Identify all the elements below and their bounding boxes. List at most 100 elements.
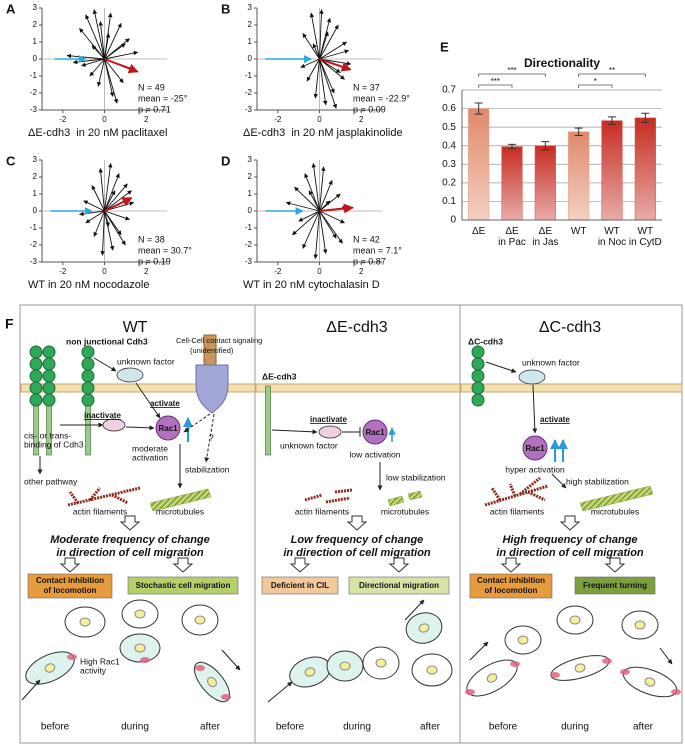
x-tick-label: ΔE in Pac — [498, 226, 526, 248]
cell — [504, 625, 542, 655]
error-bar — [508, 143, 516, 150]
y-tick-label: 1 — [248, 189, 253, 198]
vector — [96, 58, 105, 87]
y-tick-label: -2 — [245, 88, 253, 97]
nucleus — [134, 609, 146, 619]
diagram-label: microtubules — [381, 506, 429, 516]
cadherin-domain — [29, 393, 43, 407]
diagram-label: in direction of cell migration — [56, 547, 204, 559]
diagram-label: activate — [540, 415, 570, 424]
caption: ΔE-cdh3 in 20 nM jasplakinolide — [243, 127, 403, 139]
bar — [468, 108, 490, 221]
vector — [93, 210, 105, 237]
arrow — [221, 649, 241, 671]
y-tick-label: 1 — [33, 189, 38, 198]
cadherin-domain — [42, 381, 56, 395]
y-tick-label: -3 — [30, 257, 38, 266]
cell — [326, 650, 364, 682]
vector — [104, 190, 132, 212]
vector — [292, 210, 320, 236]
rac1-edge — [465, 689, 475, 695]
diagram-label: High Rac1 — [80, 656, 120, 666]
cadherin-domain — [29, 369, 43, 383]
vector — [104, 183, 128, 212]
cell — [466, 659, 518, 697]
vector — [92, 9, 105, 60]
arrow — [469, 641, 489, 661]
nucleus — [375, 658, 387, 668]
y-tick-label: 3 — [248, 3, 253, 12]
nucleus — [207, 676, 217, 688]
vector — [89, 58, 105, 77]
rac1-edge — [67, 654, 77, 660]
diagram-label: Contact inhibition — [36, 576, 104, 585]
outcome-box — [574, 576, 656, 595]
cell — [119, 633, 161, 663]
column-title: WT — [123, 319, 148, 336]
vector — [319, 179, 333, 212]
diagram-label: ΔE-cdh3 — [262, 371, 297, 381]
stat-label: p = 0.71 — [138, 104, 171, 114]
stat-label: N = 42 — [353, 234, 380, 244]
cadherin-domain — [471, 345, 485, 359]
x-tick-label: 2 — [144, 267, 149, 276]
vector — [319, 210, 343, 244]
x-tick-label: -2 — [59, 267, 67, 276]
rac1 — [155, 415, 181, 441]
column-title: ΔC-cdh3 — [539, 319, 601, 336]
vector — [319, 200, 331, 212]
cell — [411, 653, 453, 687]
diagram-label: cis- or trans- — [24, 430, 71, 440]
y-tick-label: 0.7 — [442, 85, 456, 96]
vector — [319, 210, 328, 254]
x-tick-line: WT — [571, 226, 587, 237]
cell — [622, 666, 678, 698]
diagram-label: Rac1 — [158, 424, 178, 433]
vector — [104, 58, 119, 104]
vector — [83, 200, 105, 212]
inhibition — [342, 427, 361, 437]
diagram-label: binding of Cdh3 — [24, 439, 84, 449]
x-tick-label: WT in Noc — [598, 226, 626, 248]
diagram-label: hyper activation — [505, 464, 565, 474]
vector — [285, 201, 320, 212]
arrow — [551, 473, 567, 489]
arrow — [267, 681, 293, 703]
actin-filament — [67, 486, 141, 507]
y-tick-label: 0 — [33, 54, 38, 63]
vector — [313, 58, 320, 99]
arrow — [93, 357, 117, 372]
nucleus — [134, 643, 146, 653]
panel-letter: A — [6, 1, 16, 16]
y-tick-label: -3 — [245, 257, 253, 266]
diagram-label: during — [343, 722, 371, 733]
x-tick-label: 2 — [359, 115, 364, 124]
mean-vector — [319, 58, 352, 72]
diagram-label: other pathway — [24, 476, 78, 486]
diagram-label: (unidentified) — [190, 346, 234, 355]
vector — [308, 190, 320, 212]
panel-letter: D — [221, 153, 230, 168]
x-tick-label: 0 — [317, 115, 322, 124]
diagram-label: stabilization — [185, 464, 230, 474]
stat-label: mean = -22.9° — [353, 93, 410, 103]
rac1-edge — [221, 694, 231, 700]
vector — [100, 210, 105, 256]
flow-arrow — [501, 557, 521, 573]
y-tick-label: 0.1 — [442, 196, 456, 207]
x-tick-label: 2 — [359, 267, 364, 276]
cell — [621, 610, 659, 640]
significance-bracket — [478, 84, 513, 88]
arrow — [404, 599, 425, 621]
vector — [85, 210, 105, 224]
caption: ΔE-cdh3 in 20 nM paclitaxel — [28, 127, 167, 139]
mean-vector — [104, 58, 139, 74]
significance-label: * — [594, 77, 597, 86]
stat-label: N = 38 — [138, 234, 165, 244]
diagram-label: Frequent turning — [583, 581, 647, 590]
diagram-label: in direction of cell migration — [496, 547, 644, 559]
y-tick-label: 3 — [33, 155, 38, 164]
diagram-label: Deficient in CIL — [271, 581, 329, 590]
arrow — [21, 679, 41, 701]
mean-vector — [104, 197, 133, 212]
